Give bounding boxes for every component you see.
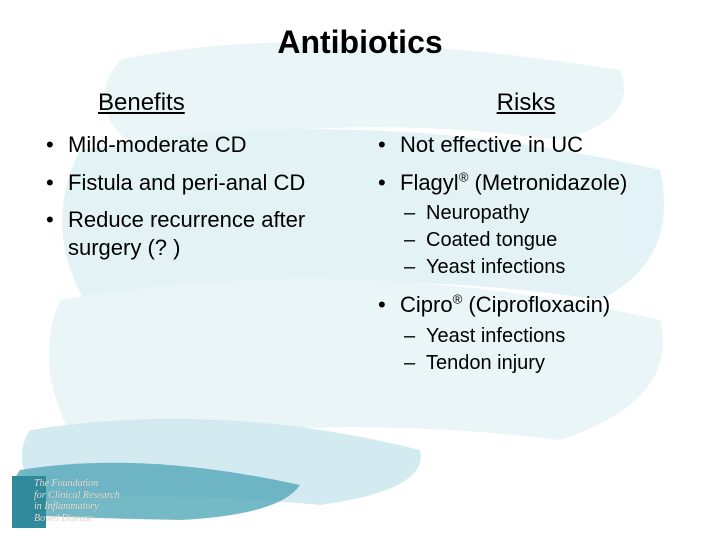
list-item: Mild-moderate CD	[40, 131, 348, 159]
list-item: Yeast infections	[400, 323, 680, 350]
logo-text: The Foundation for Clinical Research in …	[34, 478, 120, 524]
footer-logo: The Foundation for Clinical Research in …	[12, 460, 172, 528]
risks-list: Not effective in UC Flagyl® (Metronidazo…	[372, 131, 680, 377]
list-item: Yeast infections	[400, 254, 680, 281]
risk-drug-label: Flagyl® (Metronidazole)	[400, 170, 627, 195]
risks-header: Risks	[372, 89, 680, 117]
benefits-header: Benefits	[40, 89, 348, 117]
list-item: Fistula and peri-anal CD	[40, 169, 348, 197]
logo-line: for Clinical Research	[34, 490, 120, 502]
list-item: Cipro® (Ciprofloxacin) Yeast infections …	[372, 291, 680, 377]
risks-column: Risks Not effective in UC Flagyl® (Metro…	[372, 89, 680, 387]
slide-title: Antibiotics	[40, 24, 680, 61]
risk-sublist: Yeast infections Tendon injury	[400, 323, 680, 377]
list-item: Reduce recurrence after surgery (? )	[40, 206, 348, 261]
risk-sublist: Neuropathy Coated tongue Yeast infection…	[400, 200, 680, 281]
logo-line: in Inflammatory	[34, 501, 120, 513]
list-item: Not effective in UC	[372, 131, 680, 159]
list-item: Neuropathy	[400, 200, 680, 227]
content-columns: Benefits Mild-moderate CD Fistula and pe…	[40, 89, 680, 387]
list-item: Flagyl® (Metronidazole) Neuropathy Coate…	[372, 169, 680, 282]
slide: Antibiotics Benefits Mild-moderate CD Fi…	[0, 0, 720, 540]
list-item: Coated tongue	[400, 227, 680, 254]
logo-line: The Foundation	[34, 478, 120, 490]
risk-drug-label: Cipro® (Ciprofloxacin)	[400, 292, 610, 317]
benefits-column: Benefits Mild-moderate CD Fistula and pe…	[40, 89, 348, 387]
logo-line: Bowel Disease	[34, 513, 120, 525]
benefits-list: Mild-moderate CD Fistula and peri-anal C…	[40, 131, 348, 261]
list-item: Tendon injury	[400, 350, 680, 377]
